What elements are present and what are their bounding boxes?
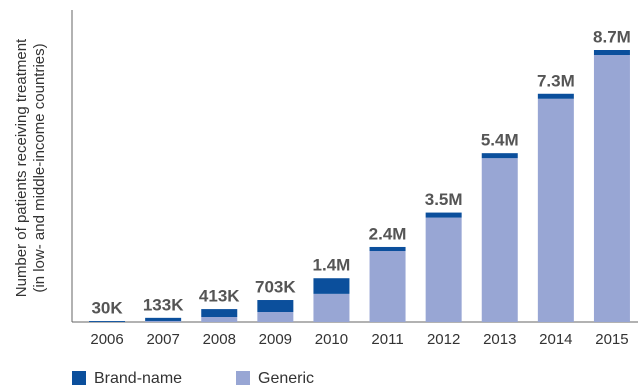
x-tick-label: 2010 xyxy=(315,331,348,348)
total-label: 5.4M xyxy=(481,131,519,150)
bar-segment xyxy=(145,317,182,321)
bar-segment xyxy=(593,55,630,323)
total-label: 8.7M xyxy=(593,27,631,46)
bar-segment xyxy=(369,246,406,252)
bar-segment xyxy=(201,309,238,317)
bar-segment xyxy=(89,321,126,322)
bar-segment xyxy=(593,50,630,56)
bar-segment xyxy=(257,300,294,312)
y-axis-label-line: Number of patients receiving treatment xyxy=(13,38,30,297)
bar-segment xyxy=(145,320,182,322)
x-tick-label: 2007 xyxy=(146,331,179,348)
y-axis-label-line: (in low- and middle-income countries) xyxy=(31,43,48,292)
bar-segment xyxy=(481,153,518,159)
bar-segment xyxy=(537,93,574,99)
bar-segment xyxy=(537,98,574,322)
total-label: 3.5M xyxy=(425,190,463,209)
total-label: 413K xyxy=(199,287,240,306)
bar-segment xyxy=(481,158,518,322)
legend-swatch xyxy=(236,371,250,385)
bar-segment xyxy=(369,251,406,322)
x-tick-label: 2006 xyxy=(90,331,123,348)
x-tick-label: 2011 xyxy=(371,331,403,348)
x-tick-label: 2015 xyxy=(595,331,628,348)
bar-segment xyxy=(425,217,462,322)
x-tick-label: 2013 xyxy=(483,331,516,348)
x-tick-label: 2014 xyxy=(539,331,572,348)
x-tick-label: 2012 xyxy=(427,331,460,348)
y-axis-label: Number of patients receiving treatment (… xyxy=(13,38,48,297)
total-label: 30K xyxy=(91,299,123,318)
bar-segment xyxy=(313,278,350,294)
total-label: 7.3M xyxy=(537,71,575,90)
x-tick-label: 2008 xyxy=(203,331,236,348)
total-label: 2.4M xyxy=(369,224,407,243)
legend-label: Brand-name xyxy=(94,370,182,387)
total-label: 703K xyxy=(255,278,296,297)
legend-label: Generic xyxy=(258,370,314,387)
bar-segment xyxy=(425,212,462,218)
total-label: 133K xyxy=(143,295,184,314)
bar-segment xyxy=(257,311,294,322)
bar-segment xyxy=(201,316,238,322)
x-tick-label: 2009 xyxy=(259,331,292,348)
total-label: 1.4M xyxy=(313,256,351,275)
legend-swatch xyxy=(72,371,86,385)
bar-segment xyxy=(313,293,350,322)
